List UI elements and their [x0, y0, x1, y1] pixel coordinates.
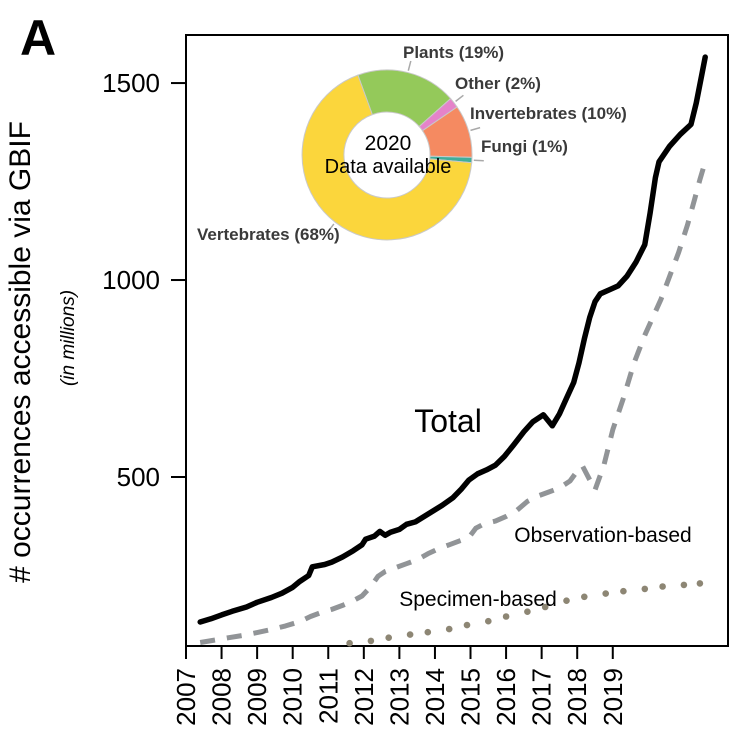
x-axis: 2007 2008 2009 2010 2011 2012 2013 2014 2015 2016…	[171, 646, 628, 726]
y-tick-label: 1000	[102, 265, 160, 295]
x-tick-label: 2010	[278, 668, 308, 726]
specimen-dot	[541, 603, 549, 611]
x-tick-label: 2014	[420, 668, 450, 726]
specimen-dot	[620, 587, 627, 595]
y-tick-label: 500	[117, 462, 160, 492]
observation-based-line	[199, 161, 708, 645]
y-tick-label: 1500	[102, 68, 160, 98]
total-line	[197, 54, 708, 625]
donut-label-invertebrates: Invertebrates (10%)	[470, 104, 627, 123]
donut-leader-plants	[407, 60, 412, 71]
specimen-dot	[502, 613, 510, 620]
x-tick-label: 2015	[456, 668, 486, 726]
donut-label-other: Other (2%)	[455, 74, 541, 93]
x-tick-label: 2018	[562, 668, 592, 726]
observation-series-label: Observation-based	[514, 524, 691, 547]
total-series-label: Total	[414, 403, 482, 439]
specimen-dot	[524, 608, 531, 615]
donut-leader-fungi	[473, 159, 484, 162]
donut-label-plants: Plants (19%)	[403, 43, 504, 62]
specimen-dot	[680, 581, 688, 589]
donut-leader-invertebrates	[470, 126, 481, 132]
x-tick-label: 2017	[527, 668, 557, 726]
specimen-dot	[696, 580, 704, 587]
specimen-dot	[445, 625, 453, 633]
plot-frame	[185, 34, 729, 647]
specimen-dot	[485, 617, 492, 625]
donut-center-caption: Data available	[325, 156, 452, 178]
specimen-dot	[581, 593, 588, 601]
specimen-dot	[602, 590, 609, 597]
specimen-dot	[463, 621, 471, 629]
donut-leader-other	[455, 94, 464, 102]
donut-label-vertebrates: Vertebrates (68%)	[197, 225, 340, 244]
donut-slice-vertebrates	[301, 74, 473, 241]
x-tick-label: 2012	[349, 668, 379, 726]
x-tick-label: 2019	[598, 668, 628, 726]
specimen-dot	[424, 628, 432, 636]
y-axis-title: # occurrences accessible via GBIF	[4, 121, 37, 583]
donut-label-fungi: Fungi (1%)	[481, 137, 568, 156]
specimen-dot	[641, 585, 649, 593]
donut-center-year: 2020	[365, 132, 412, 155]
specimen-dot	[367, 637, 375, 645]
x-tick-label: 2008	[207, 668, 237, 726]
specimen-dot	[385, 634, 393, 641]
specimen-dot	[346, 639, 353, 647]
x-tick-label: 2011	[313, 668, 343, 724]
x-tick-label: 2013	[384, 668, 414, 726]
y-axis-subtitle: (in millions)	[58, 290, 79, 386]
y-axis: 500 1000 1500	[102, 68, 186, 492]
specimen-dot	[659, 583, 666, 590]
x-tick-label: 2007	[171, 668, 201, 726]
specimen-dot	[563, 597, 570, 604]
specimen-dot	[406, 631, 414, 638]
specimen-series-label: Specimen-based	[399, 588, 557, 611]
panel-letter: A	[20, 10, 56, 66]
donut-chart	[301, 60, 484, 241]
donut-leader-vertebrates	[327, 223, 335, 233]
data-series	[197, 54, 708, 647]
x-tick-label: 2009	[242, 668, 272, 726]
x-tick-label: 2016	[491, 668, 521, 726]
